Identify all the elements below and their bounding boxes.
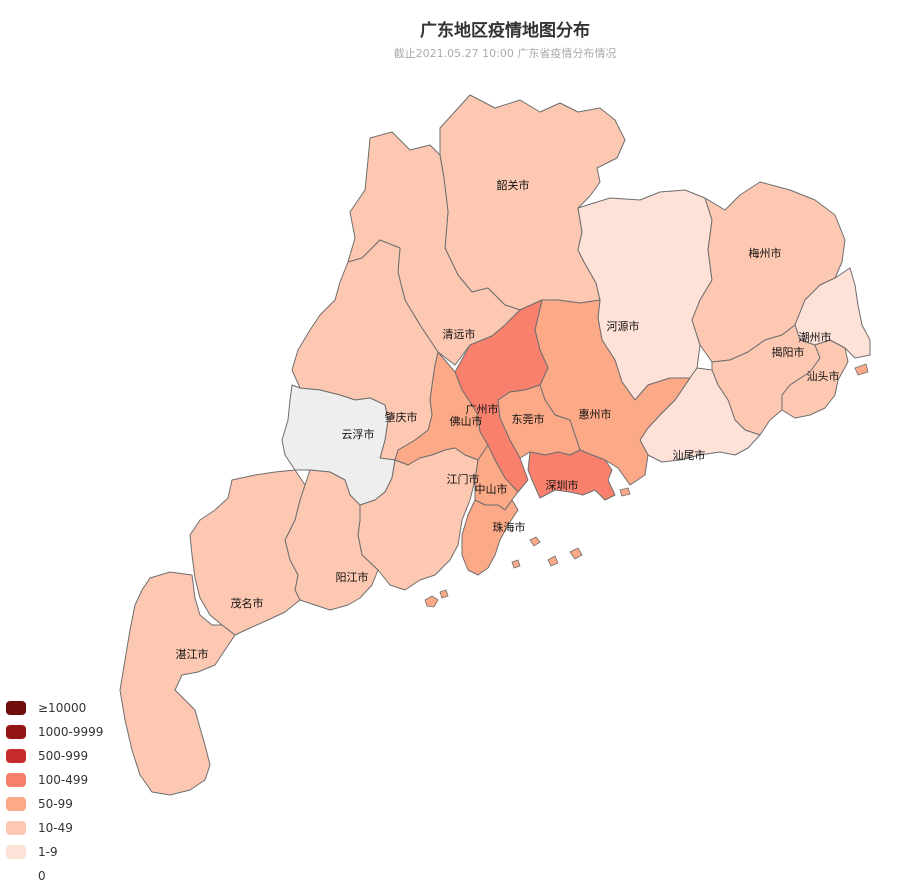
legend-label: 50-99 (38, 797, 73, 811)
legend-swatch (6, 869, 26, 883)
legend-label: 1000-9999 (38, 725, 104, 739)
legend-label: 500-999 (38, 749, 89, 763)
coastal-islands (424, 363, 869, 608)
region-zhanjiang[interactable] (119, 571, 236, 796)
map-title: 广东地区疫情地图分布 (420, 21, 590, 41)
legend-label: 0 (38, 869, 46, 883)
legend-label: 100-499 (38, 773, 89, 787)
legend-swatch (6, 821, 26, 835)
legend-item[interactable]: 1-9 (6, 840, 103, 864)
region-shantou[interactable] (781, 339, 849, 419)
legend-item[interactable]: 500-999 (6, 744, 103, 768)
region-maoming[interactable] (189, 469, 306, 636)
legend-item[interactable]: 10-49 (6, 816, 103, 840)
legend-item[interactable]: 1000-9999 (6, 720, 103, 744)
legend-swatch (6, 797, 26, 811)
legend-swatch (6, 845, 26, 859)
map-subtitle: 截止2021.05.27 10:00 广东省疫情分布情况 (393, 47, 617, 60)
visual-map-legend: ≥10000 1000-9999 500-999 100-499 50-99 10-49 1… (6, 696, 103, 888)
region-zhuhai[interactable] (461, 499, 519, 576)
legend-item[interactable]: 50-99 (6, 792, 103, 816)
legend-swatch (6, 701, 26, 715)
region-chaozhou[interactable] (794, 267, 871, 359)
legend-item[interactable]: 0 (6, 864, 103, 888)
legend-label: 1-9 (38, 845, 58, 859)
legend-label: ≥10000 (38, 701, 87, 715)
region-shenzhen[interactable] (527, 449, 616, 501)
legend-item[interactable]: 100-499 (6, 768, 103, 792)
legend-swatch (6, 749, 26, 763)
legend-item[interactable]: ≥10000 (6, 696, 103, 720)
legend-swatch (6, 773, 26, 787)
legend-label: 10-49 (38, 821, 73, 835)
legend-swatch (6, 725, 26, 739)
